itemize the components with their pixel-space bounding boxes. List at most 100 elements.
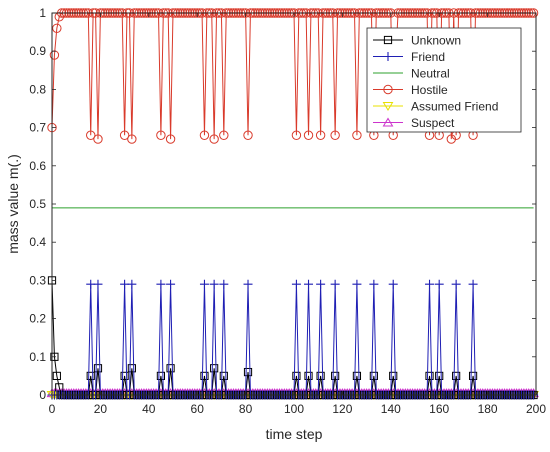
data-point-friend xyxy=(219,279,229,289)
legend-label-unknown: Unknown xyxy=(411,34,461,48)
y-tick-label: 0.1 xyxy=(29,350,46,364)
y-tick-label: 0.7 xyxy=(29,121,46,135)
data-point-hostile xyxy=(199,130,210,140)
data-point-unknown xyxy=(93,364,103,373)
x-tick-label: 80 xyxy=(239,402,253,416)
data-point-unknown xyxy=(292,371,301,380)
x-tick-label: 0 xyxy=(49,402,56,416)
x-tick-label: 120 xyxy=(332,402,352,416)
data-point-unknown xyxy=(304,371,313,380)
data-point-friend xyxy=(352,279,362,289)
legend-entry-unknown: Unknown xyxy=(373,34,461,48)
legend-entry-neutral: Neutral xyxy=(373,67,450,81)
data-point-friend xyxy=(316,279,326,289)
data-point-hostile xyxy=(291,130,302,140)
data-point-hostile xyxy=(209,134,219,144)
data-point-unknown xyxy=(166,364,175,373)
data-point-unknown xyxy=(316,371,325,380)
data-point-hostile xyxy=(156,130,166,140)
legend-box xyxy=(366,27,522,133)
data-point-friend xyxy=(434,279,444,289)
data-point-friend xyxy=(127,279,137,289)
data-point-unknown xyxy=(210,364,219,373)
data-point-unknown xyxy=(200,371,209,380)
data-point-hostile xyxy=(219,130,229,140)
data-point-hostile xyxy=(315,130,326,140)
y-axis-label: mass value m(.) xyxy=(5,154,21,254)
data-point-unknown xyxy=(352,371,362,380)
data-point-unknown xyxy=(52,371,61,380)
ticks-layer: 0 20 40 60 80 100 120 140 160 180 200 0 0.1 0.2 0.3 0.4… xyxy=(29,6,546,416)
data-point-friend xyxy=(291,279,301,289)
x-tick-label: 20 xyxy=(94,402,108,416)
data-point-hostile xyxy=(93,134,103,144)
data-point-hostile xyxy=(165,134,176,144)
y-tick-label: 0.4 xyxy=(29,235,46,249)
data-point-friend xyxy=(451,279,461,289)
data-point-unknown xyxy=(452,371,461,380)
data-point-hostile xyxy=(119,130,130,140)
data-point-friend xyxy=(468,279,478,289)
y-tick-label: 0.8 xyxy=(29,82,46,96)
data-point-hostile xyxy=(243,130,253,140)
plot-frame xyxy=(51,12,537,396)
x-tick-label: 40 xyxy=(142,402,156,416)
data-point-unknown xyxy=(243,367,253,377)
legend-label-assumed-friend: Assumed Friend xyxy=(411,100,498,114)
data-point-unknown xyxy=(120,371,129,380)
legend-entry-hostile: Hostile xyxy=(373,83,448,97)
legend-marker-assumed-friend xyxy=(382,102,394,111)
x-tick-label: 140 xyxy=(381,402,401,416)
data-point-unknown xyxy=(219,371,228,380)
x-axis-label: time step xyxy=(266,426,323,442)
data-point-hostile xyxy=(86,130,96,140)
y-tick-label: 0 xyxy=(39,388,46,402)
legend-marker-unknown xyxy=(383,35,393,45)
data-point-friend xyxy=(388,279,398,289)
legend-marker-suspect xyxy=(382,117,394,127)
y-tick-label: 0.6 xyxy=(29,159,46,173)
data-point-unknown xyxy=(435,371,444,380)
x-tick-label: 100 xyxy=(284,402,304,416)
legend-label-neutral: Neutral xyxy=(411,67,450,81)
x-tick-label: 180 xyxy=(478,402,498,416)
data-point-hostile xyxy=(330,130,340,140)
legend-marker-hostile xyxy=(383,84,393,95)
data-point-friend xyxy=(330,279,340,289)
data-point-unknown xyxy=(127,364,136,373)
y-tick-label: 0.9 xyxy=(29,44,46,58)
data-point-unknown xyxy=(156,371,166,380)
legend-entry-suspect: Suspect xyxy=(373,116,455,130)
data-point-friend xyxy=(304,279,314,289)
legend-label-hostile: Hostile xyxy=(411,83,448,97)
data-point-friend xyxy=(209,279,219,289)
data-point-friend xyxy=(369,279,379,289)
data-point-friend xyxy=(199,279,209,289)
data-point-hostile xyxy=(303,130,314,140)
legend-marker-friend xyxy=(383,52,393,61)
data-point-friend xyxy=(425,279,435,289)
legend-entry-friend: Friend xyxy=(373,50,445,64)
data-point-unknown xyxy=(369,371,378,380)
x-tick-label: 160 xyxy=(429,402,449,416)
data-point-hostile xyxy=(352,130,362,140)
y-tick-label: 0.3 xyxy=(29,273,46,287)
data-point-unknown xyxy=(468,371,478,380)
y-tick-label: 0.5 xyxy=(29,197,46,211)
y-tick-label: 1 xyxy=(39,6,46,20)
y-tick-label: 0.2 xyxy=(29,312,46,326)
data-point-friend xyxy=(166,279,176,289)
data-point-unknown xyxy=(425,371,434,380)
legend-label-friend: Friend xyxy=(411,50,445,64)
data-point-unknown xyxy=(86,371,95,380)
data-point-friend xyxy=(156,279,166,289)
x-tick-label: 60 xyxy=(191,402,205,416)
data-point-friend xyxy=(243,279,253,289)
data-point-unknown xyxy=(50,352,59,361)
data-point-friend xyxy=(93,279,103,289)
legend-label-suspect: Suspect xyxy=(411,116,455,130)
x-tick-label: 200 xyxy=(526,402,546,416)
data-point-unknown xyxy=(389,371,398,380)
